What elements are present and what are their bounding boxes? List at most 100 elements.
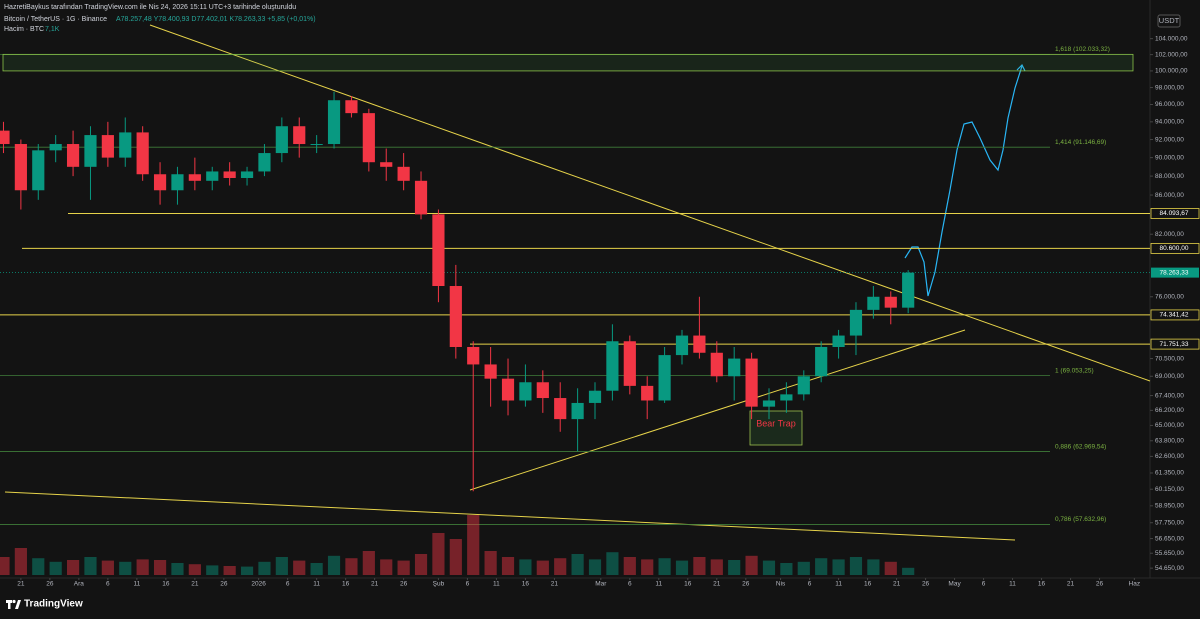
volume-bar [0,557,10,575]
volume-bar [762,560,776,575]
x-tick-label: 11 [313,581,320,588]
volume-bar [728,560,741,575]
level-tag-label: 74.341,42 [1160,312,1189,319]
candle-body [223,171,236,178]
volume-bar [414,554,428,575]
candle-body [519,382,532,401]
candle-body [380,162,393,167]
volume-bar [449,539,462,575]
candle-body [623,341,636,386]
y-tick-label: 82.000,00 [1155,231,1184,238]
volume-bar [362,551,375,575]
candle-body [554,398,567,420]
volume-bar [902,567,915,575]
candle-body [849,309,863,336]
x-tick-label: 6 [982,581,986,588]
candle-body [275,126,288,154]
candle-body [780,394,793,401]
x-tick-label: 26 [400,581,408,588]
y-tick-label: 62.600,00 [1155,453,1184,460]
candle-body [588,390,602,403]
trend-line [469,329,966,491]
y-tick-label: 67.400,00 [1155,392,1184,399]
candle-body [327,100,341,145]
candle-body [902,272,915,308]
symbol-line: Bitcoin / TetherUS · 1G · Binance [4,16,107,23]
last-price-label: 78.263,33 [1160,269,1189,276]
y-tick-label: 55.650,00 [1155,550,1184,557]
candle-body [815,346,828,377]
volume-bar [710,559,723,575]
x-tick-label: Ara [74,581,85,588]
volume-bar [293,560,306,575]
candle-body [484,364,497,379]
volume-bar [571,554,584,575]
currency[interactable]: USDT [1159,16,1180,25]
y-tick-label: 76.000,00 [1155,293,1184,300]
volume-bar [380,559,393,575]
volume-bar [501,557,515,575]
fib-label: 1,618 (102.033,32) [1055,46,1110,53]
candle-body [310,144,323,146]
y-tick-label: 86.000,00 [1155,192,1184,199]
currency-box[interactable] [1157,14,1181,28]
y-tick-label: 88.000,00 [1155,173,1184,180]
x-tick-label: 21 [371,581,379,588]
volume-line: Hacim · BTC [4,26,44,33]
x-tick-label: 21 [713,581,721,588]
brand: TradingView [24,599,83,610]
volume-bar [745,555,758,575]
volume-bar [675,560,689,575]
candle-body [867,296,880,310]
candle-body [84,135,97,167]
volume-bar [223,566,236,575]
candle-body [710,352,723,377]
y-tick-label: 63.800,00 [1155,437,1184,444]
x-tick-label: 16 [1038,581,1046,588]
fib-label: 0,886 (62.969,54) [1055,443,1106,450]
y-tick-label: 98.000,00 [1155,84,1184,91]
level-tag [1150,338,1200,350]
volume-bar [554,558,567,575]
level-tag [1150,208,1200,219]
x-tick-label: Nis [776,581,786,588]
y-tick-label: 57.750,00 [1155,519,1184,526]
y-tick-label: 65.000,00 [1155,422,1184,429]
y-tick-label: 96.000,00 [1155,101,1184,108]
volume-bar [101,560,114,575]
ohlc-line: A78.257,48 Y78.400,93 D77.402,01 K78.263… [116,16,316,23]
candle-body [675,335,689,356]
x-tick-label: 6 [808,581,812,588]
volume-bar [258,561,271,575]
candle-body [206,171,219,181]
candle-body [32,150,45,191]
trend-line [4,491,1016,541]
volume-bar [815,558,828,575]
x-tick-label: 6 [466,581,470,588]
volume-bar [397,560,410,575]
volume-bar [867,559,880,575]
volume-value: 7,1K [45,26,60,33]
y-tick-label: 66.200,00 [1155,407,1184,414]
candle-body [136,132,149,175]
x-tick-label: 21 [17,581,25,588]
volume-bar [327,555,341,575]
level-tag-label: 84.093,67 [1160,210,1189,217]
volume-bar [467,515,480,575]
candle-body [501,378,515,401]
trend-line [149,24,1151,382]
x-tick-label: Şub [433,581,445,588]
candle-body [362,113,375,163]
y-tick-label: 100.000,00 [1155,68,1188,75]
volume-bar [84,557,97,575]
volume-bar [188,564,201,575]
volume-bar [797,561,810,575]
annotation: Bear Trap [756,418,796,428]
volume-bar [693,557,706,575]
candle-body [345,100,358,114]
target-zone [2,53,1134,72]
volume-bar [832,559,845,575]
candle-body [797,376,810,395]
x-tick-label: 16 [684,581,692,588]
y-tick-label: 61.350,00 [1155,470,1184,477]
